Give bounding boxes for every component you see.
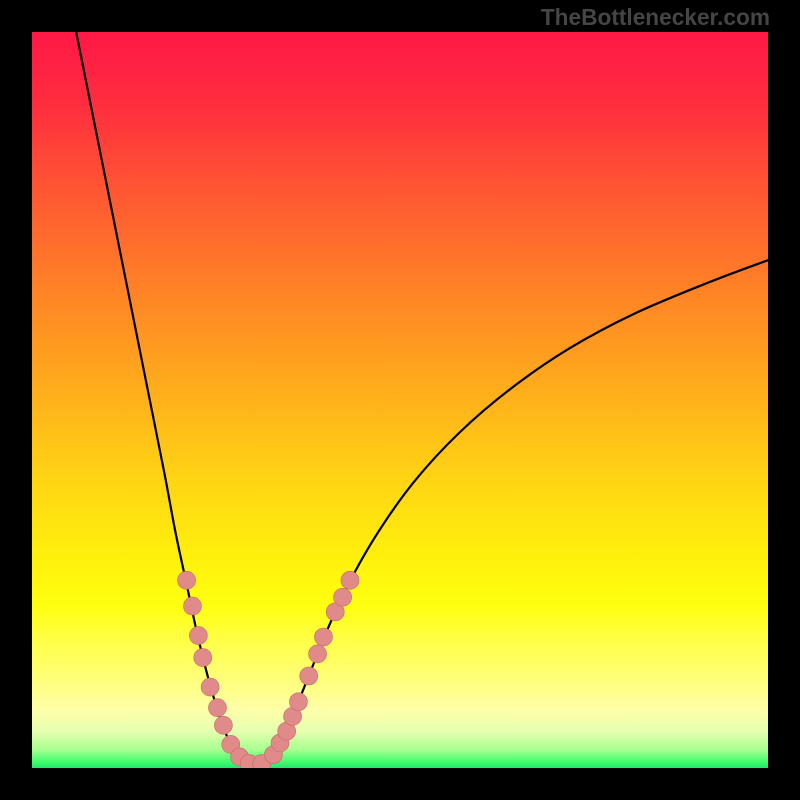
curve-marker [189, 627, 207, 645]
curve-marker [341, 571, 359, 589]
curve-marker [289, 693, 307, 711]
curve-marker [201, 678, 219, 696]
curve-marker [183, 597, 201, 615]
curve-marker [300, 667, 318, 685]
curve-marker [314, 628, 332, 646]
curve-marker [178, 571, 196, 589]
plot-background [32, 32, 768, 768]
curve-marker [334, 588, 352, 606]
curve-marker [309, 645, 327, 663]
chart-svg [0, 0, 800, 800]
curve-marker [194, 649, 212, 667]
curve-marker [214, 716, 232, 734]
chart-canvas: TheBottlenecker.com [0, 0, 800, 800]
curve-marker [208, 699, 226, 717]
watermark-text: TheBottlenecker.com [541, 4, 770, 31]
